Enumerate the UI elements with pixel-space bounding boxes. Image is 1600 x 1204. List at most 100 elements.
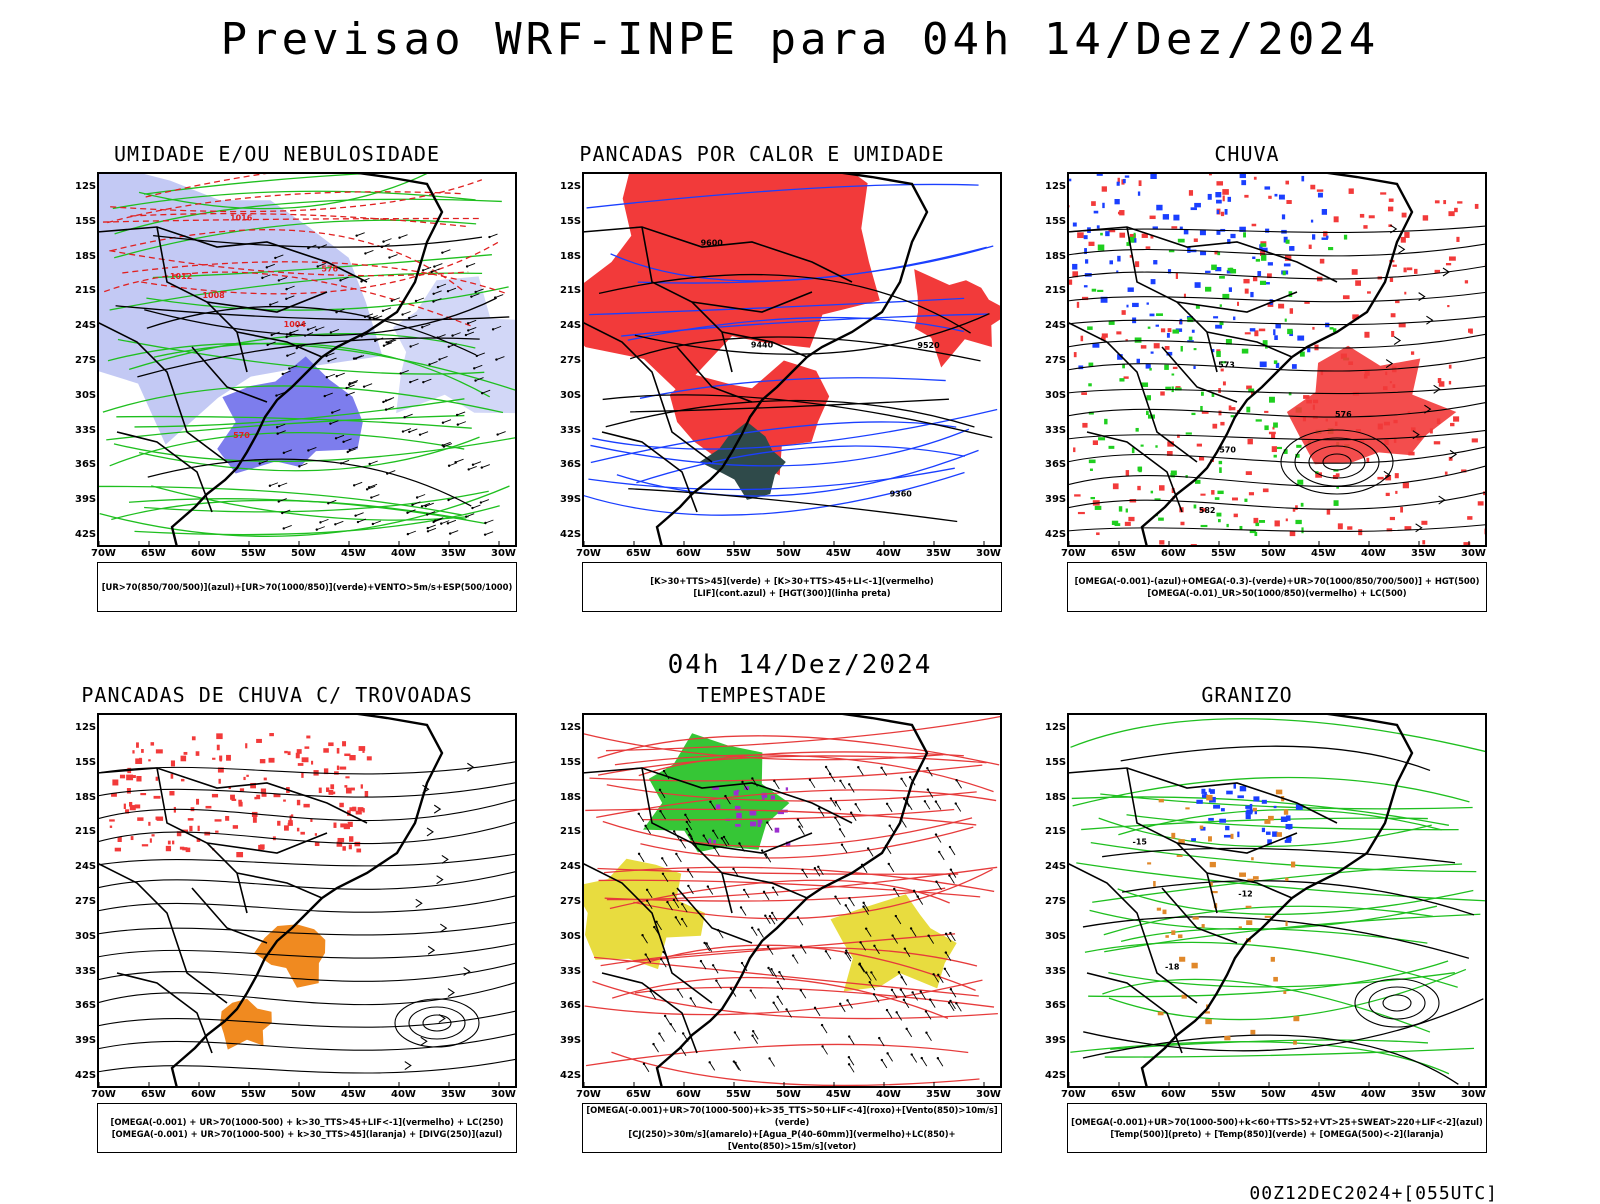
- map-panel: PANCADAS DE CHUVA C/ TROVOADAS 12S 15S 18S 2…: [57, 683, 517, 1163]
- contour-label: 1004: [284, 320, 307, 329]
- coastline-borders: [582, 767, 853, 1054]
- coastline: [170, 713, 444, 1088]
- lon-tick-label: 50W: [776, 1089, 801, 1100]
- legend-line: [K>30+TTS>45](verde) + [K>30+TTS>45+LI<-…: [650, 576, 934, 586]
- coastline-borders: [1067, 767, 1338, 1054]
- lon-tick-label: 50W: [291, 1089, 316, 1100]
- lat-tick-label: 24S: [75, 861, 97, 873]
- legend-box: [UR>70(850/700/500)](azul)+[UR>70(1000/8…: [97, 562, 517, 612]
- lat-tick-label: 30S: [1045, 389, 1067, 401]
- wind-vectors: [258, 232, 506, 536]
- water-red-contours: [583, 715, 1002, 1087]
- legend-line: [OMEGA(-0.001)+UR>70(1000-500)+k<60+TTS>…: [1071, 1117, 1483, 1127]
- lat-tick-label: 27S: [560, 896, 582, 907]
- contour-label: 570: [1219, 445, 1236, 454]
- run-timestamp: 00Z12DEC2024+[055UTC]: [1249, 1183, 1498, 1204]
- temp850-green-contours: [1070, 718, 1487, 1075]
- lat-tick-label: 33S: [75, 424, 97, 436]
- lon-tick-label: 30W: [491, 548, 516, 559]
- lat-tick-label: 36S: [560, 1000, 582, 1012]
- lon-tick-label: 70W: [91, 548, 116, 559]
- lat-tick-label: 24S: [560, 861, 582, 873]
- map-area: 12S 15S 18S 21S 24S 27S 30S 33S 36S 39S 42S 70W 65W 6…: [75, 713, 517, 1100]
- lon-tick-label: 65W: [626, 1089, 651, 1100]
- lon-tick-label: 70W: [576, 1089, 601, 1100]
- lat-tick-label: 27S: [560, 355, 582, 366]
- legend-line: [LIF](cont.azul) + [HGT(300)](linha pret…: [693, 588, 891, 598]
- map-area: 1008 1012 1004 1016 570 576 12S 15S 18S 21S 24S 27S…: [75, 172, 517, 559]
- contour-label: 1008: [202, 291, 225, 300]
- lat-tick-label: 33S: [75, 965, 97, 977]
- wind-streamlines: [1067, 224, 1487, 533]
- low-pressure-contours: [1280, 429, 1394, 495]
- lat-tick-label: 33S: [1045, 965, 1067, 977]
- lat-tick-label: 12S: [560, 181, 582, 192]
- lat-tick-label: 39S: [560, 494, 582, 506]
- temp500-low-contours: [1354, 978, 1440, 1028]
- lat-tick-label: 27S: [1045, 355, 1067, 366]
- lon-tick-label: 35W: [926, 548, 951, 559]
- lat-tick-label: 15S: [1045, 215, 1067, 227]
- lon-tick-label: 30W: [976, 548, 1001, 559]
- coastline-borders: [582, 226, 853, 513]
- lon-tick-label: 35W: [441, 548, 466, 559]
- lat-tick-label: 12S: [75, 181, 97, 192]
- contour-label: 1016: [230, 214, 253, 223]
- lat-tick-label: 21S: [1045, 285, 1067, 297]
- lon-tick-label: 55W: [241, 1089, 266, 1100]
- legend-line: [OMEGA(-0.001) + UR>70(1000-500) + k>30_…: [111, 1129, 503, 1139]
- humidity-dark-blue-band: [217, 356, 363, 474]
- ocean-red-area: [914, 269, 1002, 368]
- thunder-red-cells: [109, 733, 372, 858]
- lat-tick-label: 12S: [560, 722, 582, 733]
- lat-tick-label: 36S: [1045, 459, 1067, 471]
- lat-tick-label: 27S: [75, 896, 97, 907]
- lat-tick-label: 18S: [75, 791, 97, 803]
- lat-tick-label: 21S: [560, 285, 582, 297]
- coastline: [1140, 713, 1414, 1088]
- lat-tick-label: 42S: [560, 529, 582, 540]
- legend-line: [OMEGA(-0.001) + UR>70(1000-500) + k>30_…: [110, 1117, 504, 1127]
- lon-tick-label: 35W: [1411, 548, 1436, 559]
- lon-tick-label: 65W: [626, 548, 651, 559]
- panel-title: PANCADAS POR CALOR E UMIDADE: [579, 142, 945, 166]
- contour-label: 570: [233, 431, 250, 440]
- lon-tick-label: 55W: [1211, 548, 1236, 559]
- lat-tick-label: 39S: [75, 494, 97, 506]
- lon-tick-label: 45W: [826, 1089, 851, 1100]
- map-area: -12 -15 -18 12S 15S 18S 21S 24S 27S 30S 33S 36S 39S 4…: [1045, 713, 1487, 1100]
- legend-line: [CJ(250)>30m/s](amarelo)+[Agua_P(40-60mm…: [628, 1129, 956, 1151]
- lon-tick-label: 60W: [1161, 1089, 1186, 1100]
- lon-tick-label: 30W: [1461, 548, 1486, 559]
- lat-tick-label: 24S: [560, 320, 582, 332]
- lon-tick-label: 40W: [1361, 1089, 1386, 1100]
- wind850-green-band: [643, 733, 790, 853]
- legend-line: [Temp(500)](preto) + [Temp(850)](verde) …: [1110, 1129, 1444, 1139]
- lat-tick-label: 18S: [1045, 791, 1067, 803]
- lat-tick-label: 39S: [560, 1035, 582, 1047]
- forecast-time-title: 04h 14/Dez/2024: [667, 650, 933, 680]
- lon-tick-label: 40W: [391, 1089, 416, 1100]
- storm-purple-cells: [708, 786, 791, 847]
- lon-tick-label: 55W: [726, 1089, 751, 1100]
- rain-ocean-red-area: [1286, 345, 1457, 465]
- pressure-black-contours: [115, 234, 510, 507]
- legend-box: [OMEGA(-0.001)+UR>70(1000-500)+k>35_TTS>…: [582, 1103, 1002, 1153]
- panel-title: TEMPESTADE: [696, 683, 828, 707]
- legend-box: [OMEGA(-0.001)-(azul)+OMEGA(-0.3)-(verde…: [1067, 562, 1487, 612]
- contour-label: -15: [1133, 837, 1148, 846]
- forecast-map: 1008 1012 1004 1016 570 576: [97, 172, 517, 547]
- lon-tick-label: 40W: [1361, 548, 1386, 559]
- map-area: 12S 15S 18S 21S 24S 27S 30S 33S 36S 39S 42S 70W 65W 6…: [560, 713, 1002, 1100]
- lat-tick-label: 18S: [560, 791, 582, 803]
- contour-label: 9360: [890, 490, 913, 499]
- lat-tick-label: 15S: [75, 756, 97, 768]
- lat-tick-label: 15S: [1045, 756, 1067, 768]
- lat-tick-label: 36S: [75, 459, 97, 471]
- contour-label: 9600: [701, 239, 724, 248]
- lon-tick-label: 50W: [291, 548, 316, 559]
- legend-box: [OMEGA(-0.001)+UR>70(1000-500)+k<60+TTS>…: [1067, 1103, 1487, 1153]
- lat-tick-label: 12S: [75, 722, 97, 733]
- map-area: 9600 9520 9440 9360 12S 15S 18S 21S 24S 27S 30S 33S…: [560, 172, 1002, 559]
- map-frame: [1067, 713, 1487, 1088]
